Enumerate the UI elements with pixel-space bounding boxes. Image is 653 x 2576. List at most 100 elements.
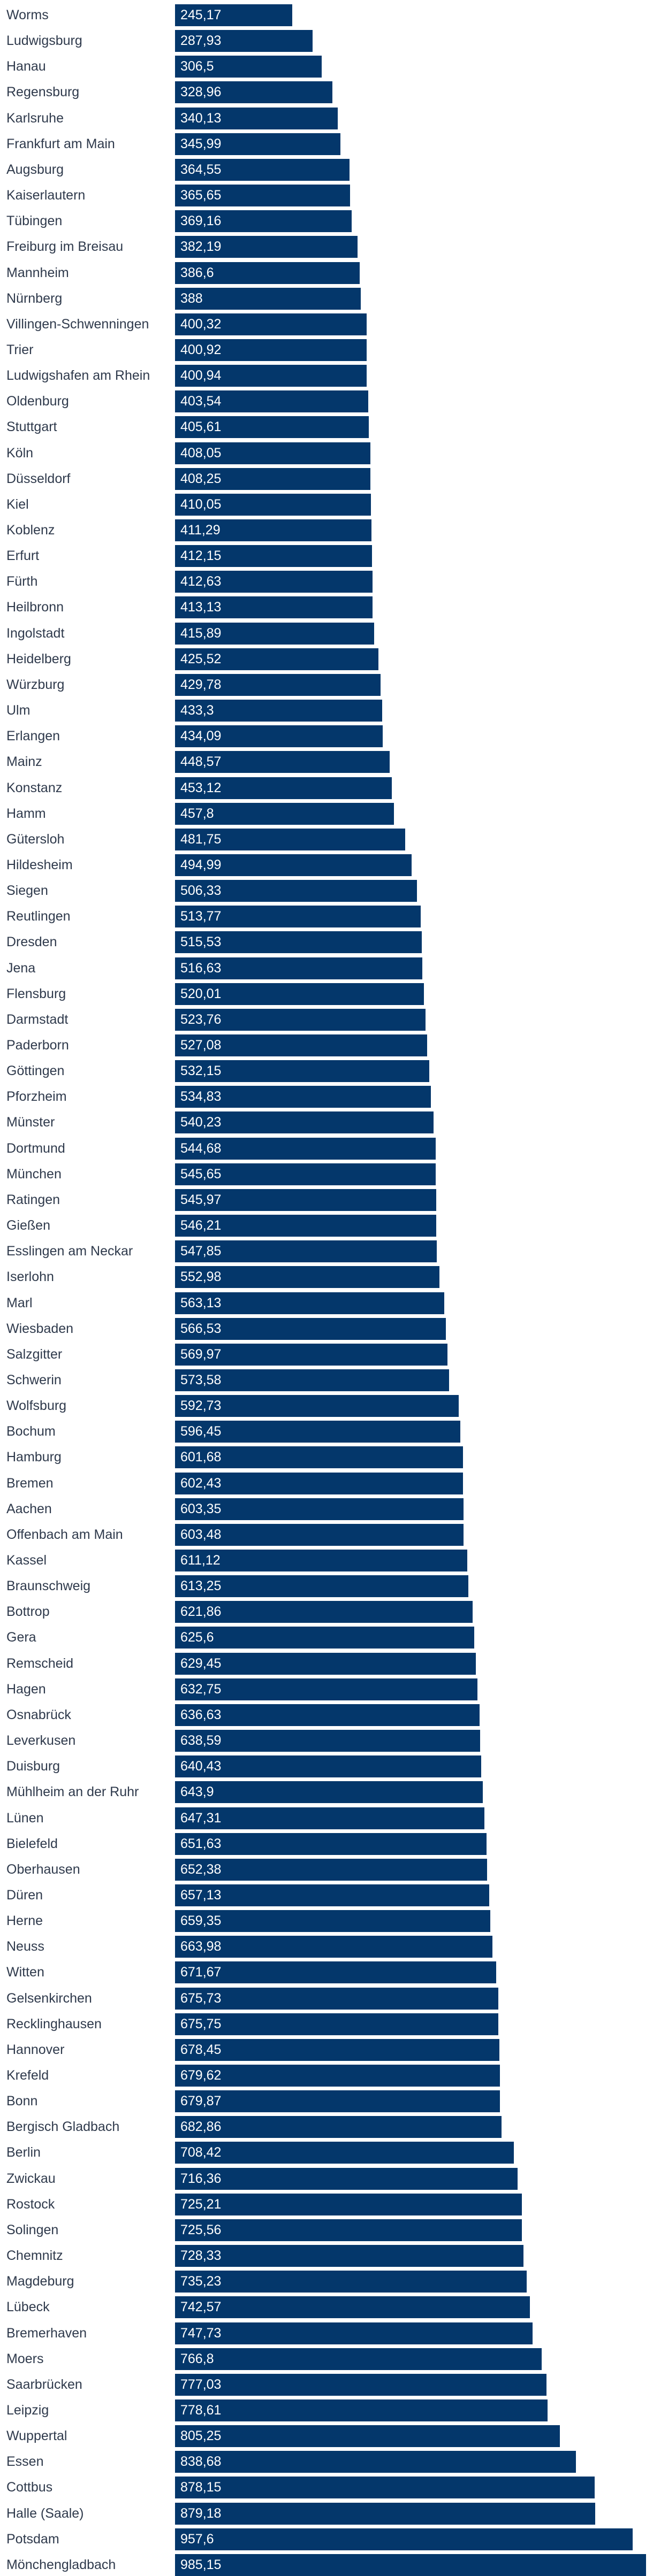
category-label: Berlin (6, 2145, 41, 2160)
bar (175, 30, 313, 52)
bar-row: Hannover 678,45 (0, 2038, 653, 2061)
bar-row: Paderborn 527,08 (0, 1034, 653, 1056)
value-label: 603,35 (180, 1501, 222, 1516)
value-label: 328,96 (180, 85, 222, 100)
bar (175, 287, 361, 310)
bar (175, 2193, 522, 2215)
value-label: 345,99 (180, 136, 222, 151)
bar (175, 1369, 450, 1391)
category-label: Bochum (6, 1424, 56, 1439)
bar-row: Worms 245,17 (0, 4, 653, 26)
bar-row: Darmstadt 523,76 (0, 1008, 653, 1031)
bar-row: Recklinghausen 675,75 (0, 2013, 653, 2035)
category-label: Fürth (6, 574, 38, 589)
category-label: Essen (6, 2454, 44, 2470)
category-label: Ludwigsburg (6, 33, 82, 49)
value-label: 563,13 (180, 1295, 222, 1310)
category-label: Düren (6, 1887, 43, 1903)
bar (175, 236, 358, 258)
bar-row: Kaiserlautern 365,65 (0, 185, 653, 207)
value-label: 766,8 (180, 2351, 214, 2366)
value-label: 569,97 (180, 1346, 222, 1362)
category-label: Remscheid (6, 1655, 74, 1671)
value-label: 651,63 (180, 1836, 222, 1851)
value-label: 647,31 (180, 1810, 222, 1826)
bar-row: Dortmund 544,68 (0, 1137, 653, 1160)
bar-row: Potsdam 957,6 (0, 2528, 653, 2550)
bar (175, 2271, 527, 2293)
category-label: Köln (6, 445, 34, 461)
value-label: 640,43 (180, 1759, 222, 1774)
bar-row: Frankfurt am Main 345,99 (0, 133, 653, 155)
category-label: Aachen (6, 1501, 52, 1516)
category-label: Esslingen am Neckar (6, 1244, 133, 1259)
value-label: 506,33 (180, 883, 222, 899)
bar-row: Ludwigsburg 287,93 (0, 30, 653, 52)
bar-row: Regensburg 328,96 (0, 81, 653, 104)
category-label: Herne (6, 1913, 43, 1929)
bar-row: Bottrop 621,86 (0, 1601, 653, 1623)
category-label: Wuppertal (6, 2428, 67, 2444)
category-label: Gießen (6, 1218, 50, 1233)
value-label: 611,12 (180, 1553, 221, 1568)
category-label: Göttingen (6, 1063, 65, 1079)
bar-row: Ludwigshafen am Rhein 400,94 (0, 365, 653, 387)
value-label: 520,01 (180, 986, 222, 1001)
bar (175, 365, 367, 387)
bar (175, 4, 292, 26)
category-label: Augsburg (6, 162, 64, 177)
bar-row: Bonn 679,87 (0, 2090, 653, 2113)
bar-row: Nürnberg 388 (0, 287, 653, 310)
value-label: 412,63 (180, 574, 222, 589)
bar (175, 1111, 434, 1134)
category-label: Offenbach am Main (6, 1527, 123, 1542)
bar-row: Herne 659,35 (0, 1910, 653, 1933)
bar (175, 1498, 464, 1520)
bar-row: Jena 516,63 (0, 957, 653, 979)
bar-row: Konstanz 453,12 (0, 777, 653, 799)
value-label: 573,58 (180, 1372, 222, 1387)
bar-row: Mönchengladbach 985,15 (0, 2554, 653, 2576)
category-label: Halle (Saale) (6, 2505, 84, 2521)
value-label: 400,32 (180, 316, 222, 332)
bar-row: Oldenburg 403,54 (0, 390, 653, 413)
bar-row: Bremen 602,43 (0, 1472, 653, 1494)
category-label: Frankfurt am Main (6, 136, 115, 151)
category-label: Mainz (6, 754, 42, 770)
bar (175, 1472, 464, 1494)
bar (175, 1652, 476, 1675)
value-label: 386,6 (180, 265, 214, 280)
category-label: Flensburg (6, 986, 66, 1001)
bar (175, 107, 338, 129)
bar-row: Wuppertal 805,25 (0, 2425, 653, 2448)
bar (175, 1292, 444, 1314)
value-label: 448,57 (180, 754, 222, 770)
category-label: Kaiserlautern (6, 188, 86, 203)
bar (175, 880, 417, 902)
bar (175, 2477, 595, 2499)
category-label: Rostock (6, 2196, 55, 2212)
value-label: 629,45 (180, 1655, 222, 1671)
category-label: Leverkusen (6, 1733, 76, 1749)
bar-row: Hamm 457,8 (0, 802, 653, 825)
bar (175, 2116, 502, 2138)
bar-row: Osnabrück 636,63 (0, 1704, 653, 1726)
bar (175, 1446, 463, 1469)
category-label: Erfurt (6, 548, 40, 564)
value-label: 601,68 (180, 1450, 222, 1465)
value-label: 545,97 (180, 1192, 222, 1207)
bar (175, 210, 352, 233)
category-label: Nürnberg (6, 290, 63, 306)
category-label: Gelsenkirchen (6, 1990, 92, 2006)
bar-row: Hanau 306,5 (0, 56, 653, 78)
category-label: Dortmund (6, 1140, 65, 1156)
category-label: Saarbrücken (6, 2376, 82, 2392)
value-label: 613,25 (180, 1578, 222, 1594)
bar (175, 1215, 436, 1237)
bar-row: Karlsruhe 340,13 (0, 107, 653, 129)
value-label: 547,85 (180, 1244, 222, 1259)
value-label: 625,6 (180, 1630, 214, 1645)
category-label: Recklinghausen (6, 2016, 102, 2031)
category-label: Wolfsburg (6, 1398, 67, 1414)
bar (175, 2554, 646, 2576)
